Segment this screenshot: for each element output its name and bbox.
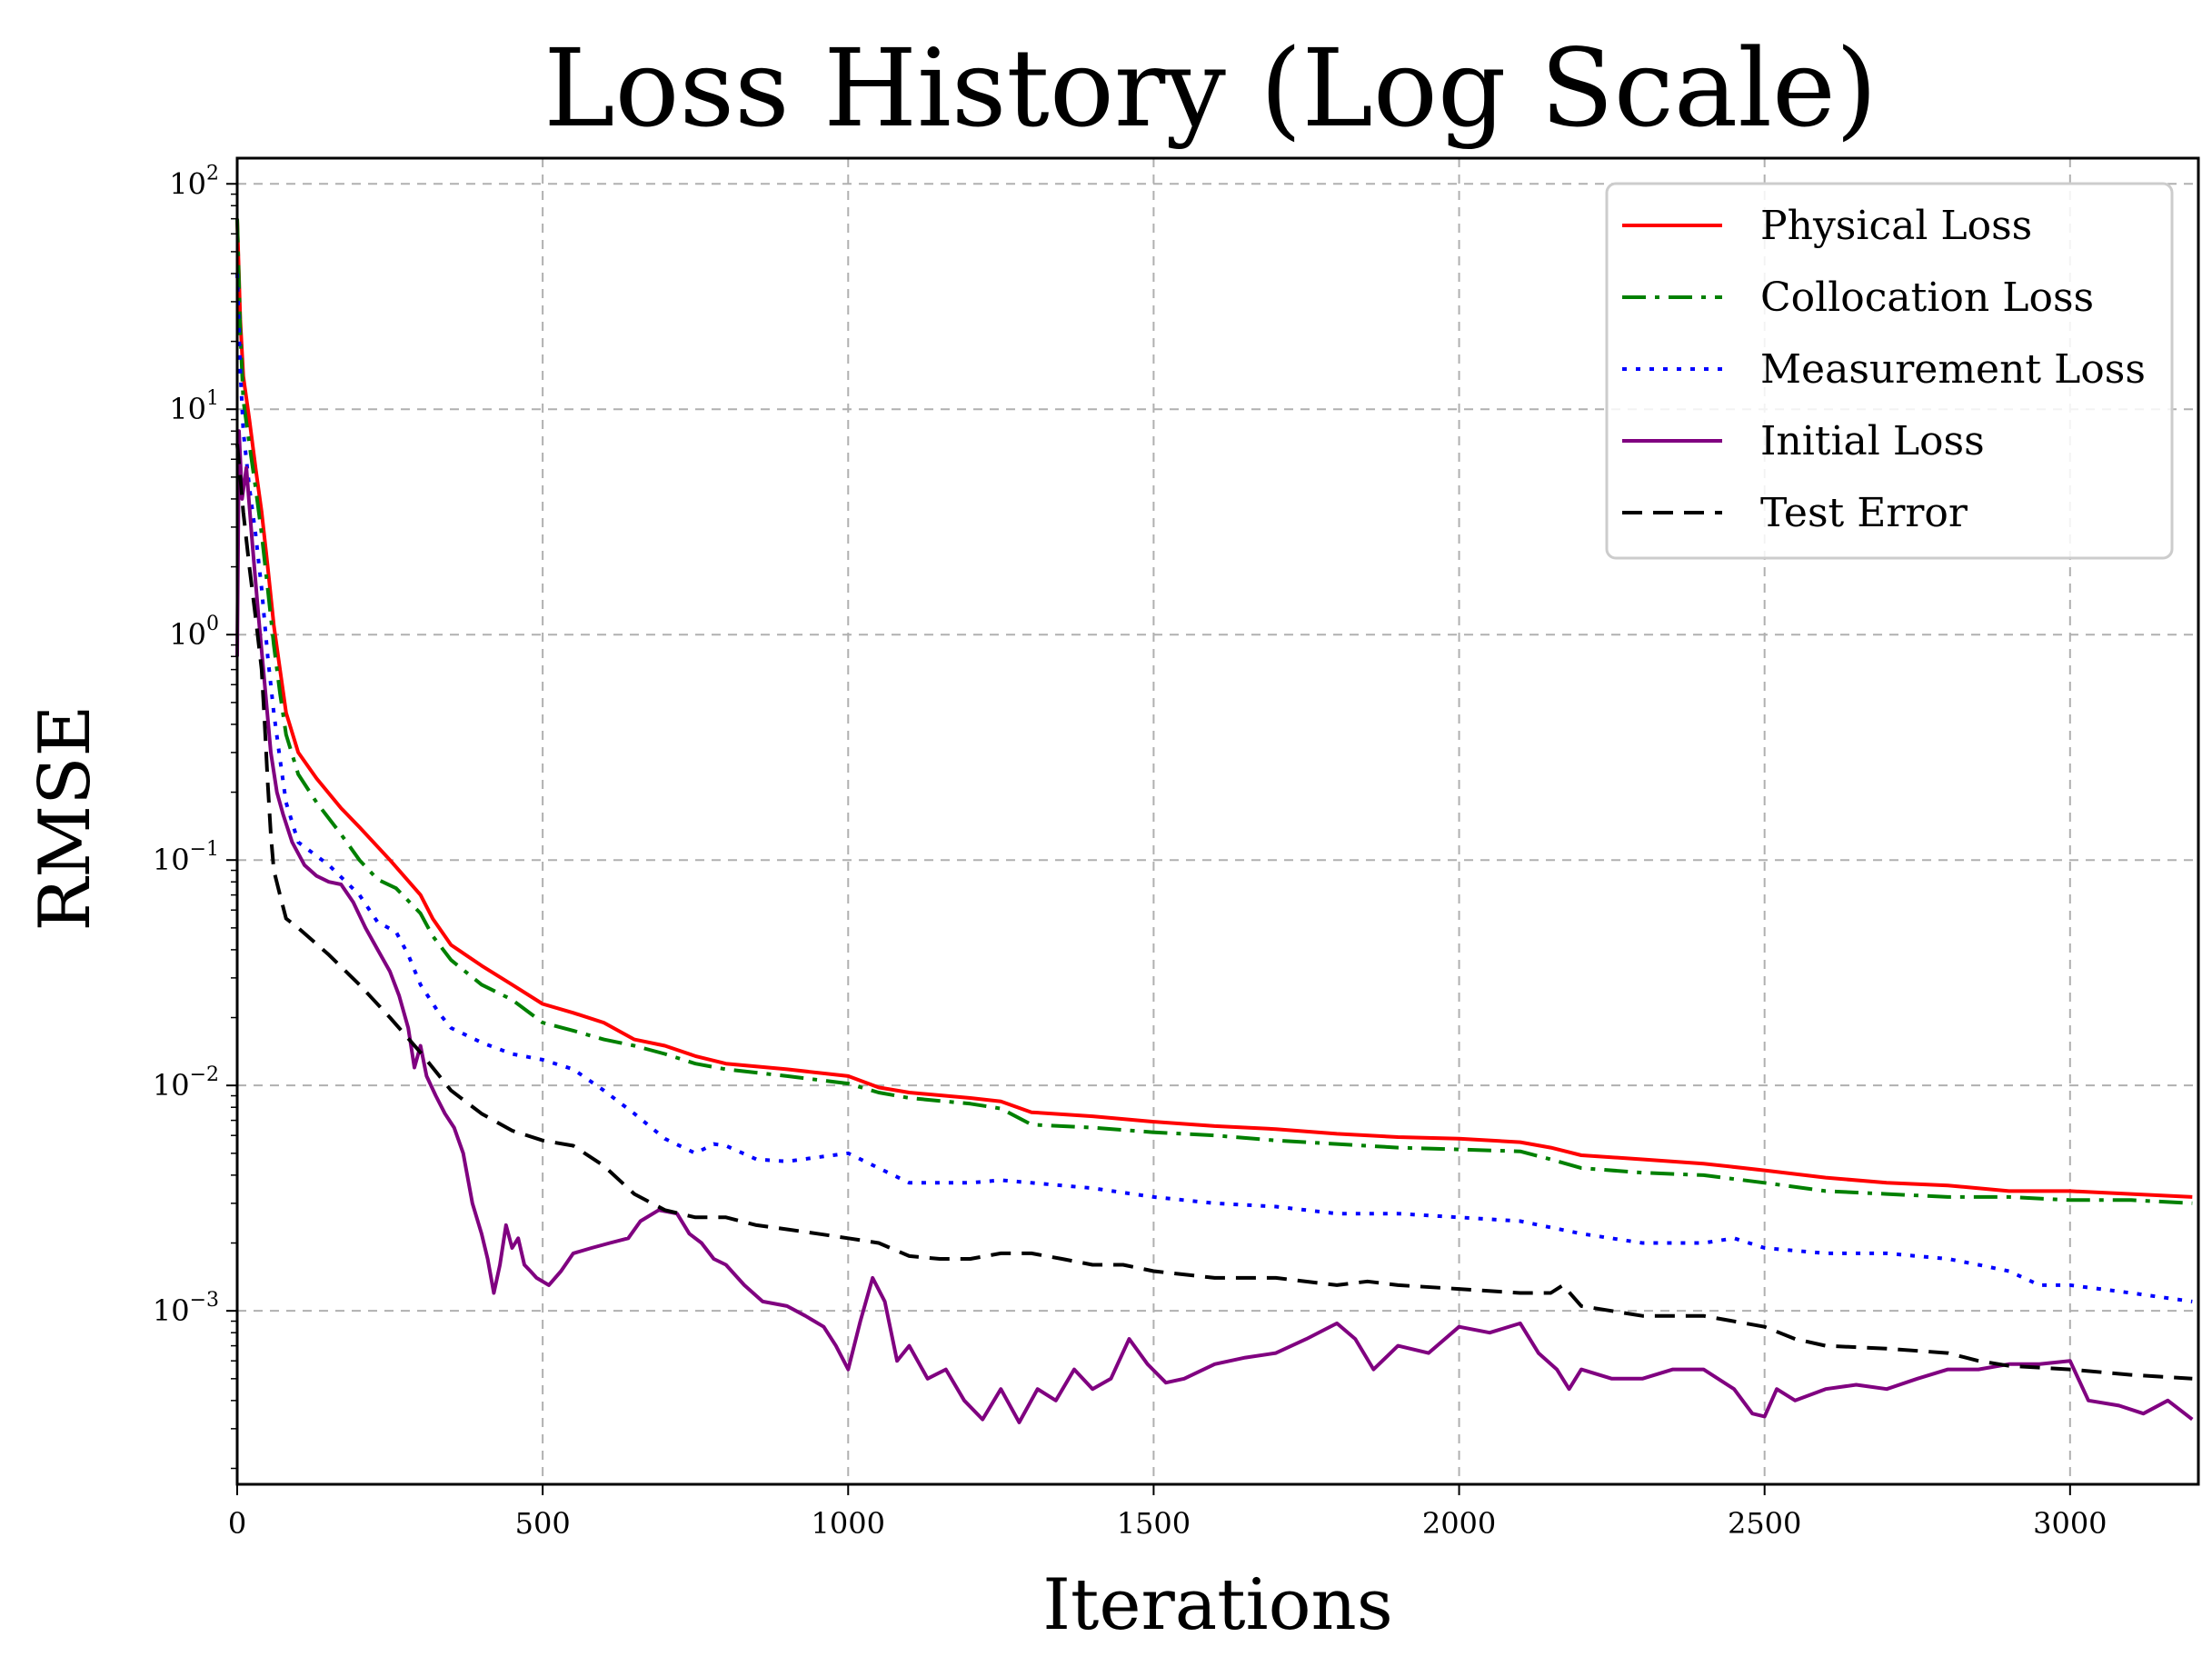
y-axis-label: RMSE	[25, 705, 106, 932]
x-axis-label: Iterations	[1042, 1564, 1393, 1646]
y-tick-exponent: 2	[206, 162, 219, 185]
y-tick-exponent: −2	[190, 1063, 219, 1086]
y-tick-base: 10	[153, 843, 190, 877]
y-tick-label: 10−1	[153, 838, 219, 877]
legend: Physical Loss Collocation Loss Measurement…	[1605, 182, 2174, 560]
y-tick-label: 101	[169, 387, 219, 426]
x-tick-label: 1500	[1117, 1506, 1191, 1541]
x-tick-label: 3000	[2033, 1506, 2107, 1541]
legend-label-initial-loss: Initial Loss	[1760, 418, 1985, 464]
y-tick-base: 10	[169, 166, 206, 201]
series-line-measurement-loss	[235, 273, 2193, 1303]
y-tick-label: 10−3	[153, 1289, 219, 1328]
legend-box	[1605, 182, 2174, 560]
series-line-test-error	[235, 444, 2193, 1381]
x-axis: 0 500 1000 1500 2000 2500 3000	[228, 1484, 2107, 1541]
legend-label-physical-loss: Physical Loss	[1760, 203, 2032, 249]
x-tick-label: 500	[515, 1506, 571, 1541]
series-line-initial-loss	[235, 429, 2194, 1424]
y-tick-exponent: 1	[206, 387, 219, 410]
y-tick-base: 10	[169, 617, 206, 652]
legend-label-measurement-loss: Measurement Loss	[1760, 346, 2146, 393]
y-tick-label: 10−2	[153, 1063, 219, 1103]
legend-label-test-error: Test Error	[1760, 490, 1968, 536]
series-line-physical-loss	[235, 218, 2193, 1199]
x-tick-label: 1000	[812, 1506, 885, 1541]
data-series	[235, 218, 2194, 1424]
y-tick-exponent: −1	[190, 838, 219, 861]
y-tick-exponent: −3	[190, 1289, 219, 1312]
plot-frame	[235, 156, 2200, 1486]
x-tick-label: 0	[228, 1506, 246, 1541]
legend-label-collocation-loss: Collocation Loss	[1760, 275, 2094, 321]
x-tick-label: 2000	[1422, 1506, 1496, 1541]
y-tick-label: 100	[169, 613, 219, 652]
y-tick-base: 10	[153, 1293, 190, 1328]
chart-title: Loss History (Log Scale)	[543, 25, 1878, 151]
y-tick-base: 10	[169, 392, 206, 426]
series-line-collocation-loss	[235, 218, 2193, 1205]
y-tick-base: 10	[153, 1068, 190, 1103]
y-tick-exponent: 0	[206, 613, 219, 635]
y-tick-label: 102	[169, 162, 219, 201]
x-tick-label: 2500	[1728, 1506, 1801, 1541]
